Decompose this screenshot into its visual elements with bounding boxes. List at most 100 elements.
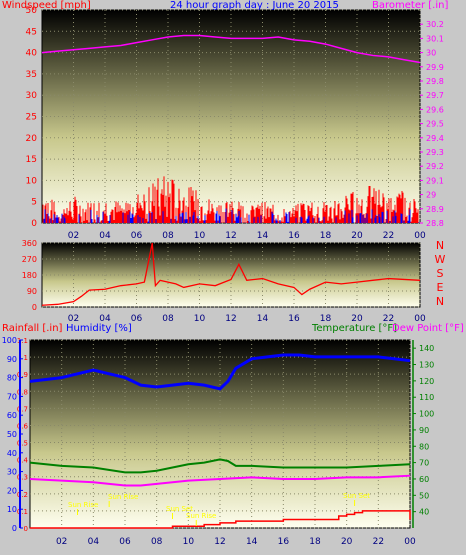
x-tick-label: 08 bbox=[162, 314, 174, 324]
barometer-tick-label: 30 bbox=[426, 49, 436, 58]
x-tick-label: 20 bbox=[351, 314, 363, 324]
windspeed-tick-label: 25 bbox=[26, 113, 37, 123]
rain-tick-label: 0.6 bbox=[17, 422, 29, 430]
temperature-tick-label: 120 bbox=[419, 377, 434, 386]
temperature-tick-label: 60 bbox=[419, 475, 429, 484]
rain-tick-label: 0.4 bbox=[17, 457, 29, 465]
x-tick-label: 00 bbox=[414, 314, 426, 324]
x-tick-label: 10 bbox=[194, 314, 206, 324]
humidity-axis: 0 10 20 30 40 50 60 70 80 90 100 bbox=[2, 336, 23, 533]
x-tick-label: 16 bbox=[288, 314, 300, 324]
humidity-tick-label: 70 bbox=[7, 392, 17, 401]
sun-annotation: Sun Rise bbox=[186, 512, 216, 520]
panel-2-series bbox=[41, 242, 421, 306]
rain-tick-label: 0.9 bbox=[17, 371, 28, 379]
rainfall-line bbox=[30, 510, 411, 529]
x-tick-label: 10 bbox=[194, 231, 206, 241]
x-tick-label: 18 bbox=[320, 231, 332, 241]
temperature-tick-label: 50 bbox=[419, 491, 429, 500]
x-tick-label: 18 bbox=[309, 537, 321, 547]
barometer-tick-label: 29 bbox=[426, 191, 436, 200]
x-tick-label: 04 bbox=[99, 231, 111, 241]
x-tick-label: 22 bbox=[383, 231, 394, 241]
direction-tick-label: 180 bbox=[22, 271, 37, 280]
temperature-tick-label: 110 bbox=[419, 393, 434, 402]
barometer-tick-label: 30.1 bbox=[426, 34, 444, 43]
rain-tick-label: 0.7 bbox=[17, 405, 28, 413]
rain-tick-label: 0.5 bbox=[17, 440, 28, 448]
x-tick-label: 14 bbox=[246, 537, 258, 547]
windspeed-tick-label: 50 bbox=[26, 6, 38, 16]
barometer-tick-label: 29.2 bbox=[426, 162, 444, 171]
temperature-axis: 40 50 60 70 80 90 100 110 120 130 140 bbox=[412, 340, 434, 528]
humidity-tick-label: 80 bbox=[7, 374, 17, 383]
temperature-tick-label: 100 bbox=[419, 410, 434, 419]
windspeed-tick-label: 5 bbox=[31, 198, 37, 208]
temperature-tick-label: 130 bbox=[419, 361, 434, 370]
x-tick-label: 00 bbox=[414, 231, 426, 241]
windspeed-tick-label: 40 bbox=[26, 49, 38, 59]
rain-tick-label: 1 bbox=[24, 354, 28, 362]
sun-annotation: Sun Set bbox=[343, 492, 370, 500]
direction-tick-label: 360 bbox=[22, 239, 37, 248]
rainfall-label: Rainfall [.in] bbox=[2, 323, 63, 334]
x-tick-label: 14 bbox=[257, 314, 269, 324]
x-tick-label: 02 bbox=[68, 314, 79, 324]
compass-label: N bbox=[436, 239, 444, 252]
direction-tick-label: 90 bbox=[27, 287, 37, 296]
x-tick-label: 12 bbox=[225, 314, 236, 324]
humidity-tick-label: 0 bbox=[12, 524, 17, 533]
x-tick-label: 16 bbox=[288, 231, 300, 241]
chart-title: 24 hour graph day : June 20 2015 bbox=[170, 0, 339, 11]
barometer-tick-label: 29.1 bbox=[426, 176, 444, 185]
barometer-tick-label: 29.3 bbox=[426, 148, 444, 157]
dewpoint-label: Dew Point [°F] bbox=[392, 323, 464, 334]
x-tick-label: 12 bbox=[214, 537, 225, 547]
windspeed-axis: 0 5 10 15 20 25 30 35 40 45 50 bbox=[26, 6, 38, 229]
x-tick-label: 06 bbox=[131, 314, 143, 324]
direction-tick-label: 0 bbox=[32, 303, 37, 312]
x-tick-label: 04 bbox=[99, 314, 111, 324]
compass-label: W bbox=[435, 253, 446, 266]
x-tick-label: 06 bbox=[119, 537, 131, 547]
windspeed-tick-label: 30 bbox=[26, 91, 38, 101]
humidity-tick-label: 50 bbox=[7, 430, 17, 439]
x-tick-label: 14 bbox=[257, 231, 269, 241]
panel-1-background bbox=[41, 9, 421, 224]
windspeed-tick-label: 45 bbox=[26, 27, 37, 37]
temperature-line bbox=[29, 458, 411, 474]
sun-annotation: Sun Rise bbox=[108, 493, 138, 501]
temperature-label: Temperature [°F] bbox=[311, 323, 397, 334]
barometer-tick-label: 29.8 bbox=[426, 77, 444, 86]
windspeed-tick-label: 10 bbox=[26, 176, 38, 186]
temperature-tick-label: 70 bbox=[419, 459, 429, 468]
barometer-label: Barometer [.in] bbox=[372, 0, 448, 11]
direction-tick-label: 270 bbox=[22, 255, 37, 264]
x-tick-label: 22 bbox=[383, 314, 394, 324]
sun-annotation: Sun Rise bbox=[68, 501, 98, 509]
compass-label: E bbox=[437, 281, 444, 294]
barometer-tick-label: 29.6 bbox=[426, 105, 444, 114]
dewpoint-line bbox=[29, 474, 411, 487]
x-tick-label: 04 bbox=[88, 537, 100, 547]
temperature-tick-label: 80 bbox=[419, 442, 429, 451]
barometer-tick-label: 28.8 bbox=[426, 219, 444, 228]
temperature-tick-label: 90 bbox=[419, 426, 429, 435]
humidity-tick-label: 60 bbox=[7, 411, 17, 420]
rainfall-axis: 0 0.1 0.2 0.3 0.4 0.5 0.6 0.7 0.8 0.9 1 1.1 bbox=[17, 337, 29, 533]
x-tick-label: 20 bbox=[341, 537, 353, 547]
humidity-tick-label: 20 bbox=[7, 486, 17, 495]
windspeed-label: Windspeed [mph] bbox=[2, 0, 91, 11]
barometer-tick-label: 29.4 bbox=[426, 134, 444, 143]
x-tick-label: 16 bbox=[278, 537, 290, 547]
x-tick-label: 18 bbox=[320, 314, 332, 324]
temperature-tick-label: 40 bbox=[419, 508, 429, 517]
rain-tick-label: 0.2 bbox=[17, 491, 28, 499]
x-tick-label: 08 bbox=[162, 231, 174, 241]
panel-1-series bbox=[41, 34, 421, 223]
compass-label: S bbox=[437, 267, 444, 280]
windspeed-tick-label: 0 bbox=[31, 219, 37, 229]
humidity-line bbox=[29, 353, 411, 391]
barometer-tick-label: 30.2 bbox=[426, 20, 444, 29]
